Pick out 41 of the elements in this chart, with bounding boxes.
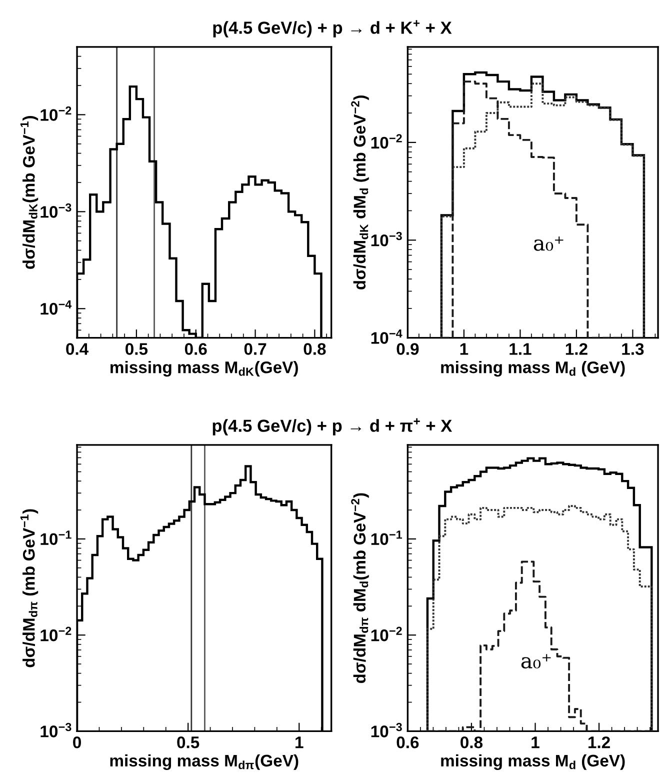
x-tick-label: 0.6	[396, 736, 419, 748]
y-tick-label: 10$^{−2}$	[40, 106, 72, 121]
y-axis-title: dσ/dM$_{dπ}$ (mb GeV$^{−1}$)	[20, 509, 38, 668]
x-tick-label: 0.6	[184, 343, 207, 355]
y-axis-title: dσ/dM$_{dK}$(mb GeV$^{−1}$)	[20, 116, 38, 269]
annotation: a₀⁺	[521, 654, 551, 668]
chart-title: p(4.5 GeV/c) + p → d + K$^{+}$ + X	[213, 20, 452, 38]
y-tick-label: 10$^{−4}$	[371, 330, 402, 344]
y-tick-label: 10$^{−4}$	[40, 300, 72, 315]
x-tick-label: 0.7	[244, 343, 266, 355]
y-tick-label: 10$^{−2}$	[371, 626, 402, 642]
y-tick-label: 10$^{−2}$	[371, 134, 402, 149]
y-axis-title: dσ/dM$_{dK}$ dM$_{d}$ (mb GeV$^{−2}$)	[351, 96, 369, 290]
x-tick-label: 0.4	[66, 343, 89, 355]
y-tick-label: 10$^{−3}$	[371, 722, 402, 738]
y-tick-label: 10$^{−1}$	[371, 530, 402, 545]
x-axis-title: missing mass M$_{dK}$(GeV)	[110, 361, 298, 377]
x-axis-title: missing mass M$_{dπ}$(GeV)	[110, 754, 298, 770]
y-axis-title: dσ/dM$_{dπ}$ dM$_{d}$(mb GeV$^{−2}$)	[351, 493, 369, 684]
x-axis-title: missing mass M$_{d}$ (GeV)	[441, 361, 625, 377]
x-tick-label: 0.8	[460, 736, 483, 748]
y-tick-label: 10$^{−3}$	[371, 232, 402, 246]
x-axis-title: missing mass M$_{d}$ (GeV)	[441, 754, 625, 770]
y-tick-label: 10$^{−3}$	[40, 722, 72, 738]
x-tick-label: 0.9	[396, 343, 419, 355]
x-tick-label: 1.2	[588, 736, 610, 748]
y-tick-label: 10$^{−3}$	[40, 203, 72, 218]
x-tick-label: 1	[532, 736, 540, 748]
x-tick-label: 0.5	[126, 343, 148, 355]
x-tick-label: 0	[73, 736, 81, 748]
y-tick-label: 10$^{−1}$	[40, 530, 72, 545]
x-tick-label: 1	[460, 343, 468, 355]
x-tick-label: 1.1	[510, 343, 532, 355]
x-tick-label: 0.8	[304, 343, 326, 355]
chart-title: p(4.5 GeV/c) + p → d + π$^{+}$ + X	[212, 418, 452, 436]
x-tick-label: 1.3	[622, 343, 644, 355]
x-tick-label: 0.5	[177, 736, 200, 748]
annotation: a₀⁺	[534, 236, 564, 251]
x-tick-label: 1	[296, 736, 304, 748]
x-tick-label: 1.2	[566, 343, 588, 355]
y-tick-label: 10$^{−2}$	[40, 626, 72, 642]
